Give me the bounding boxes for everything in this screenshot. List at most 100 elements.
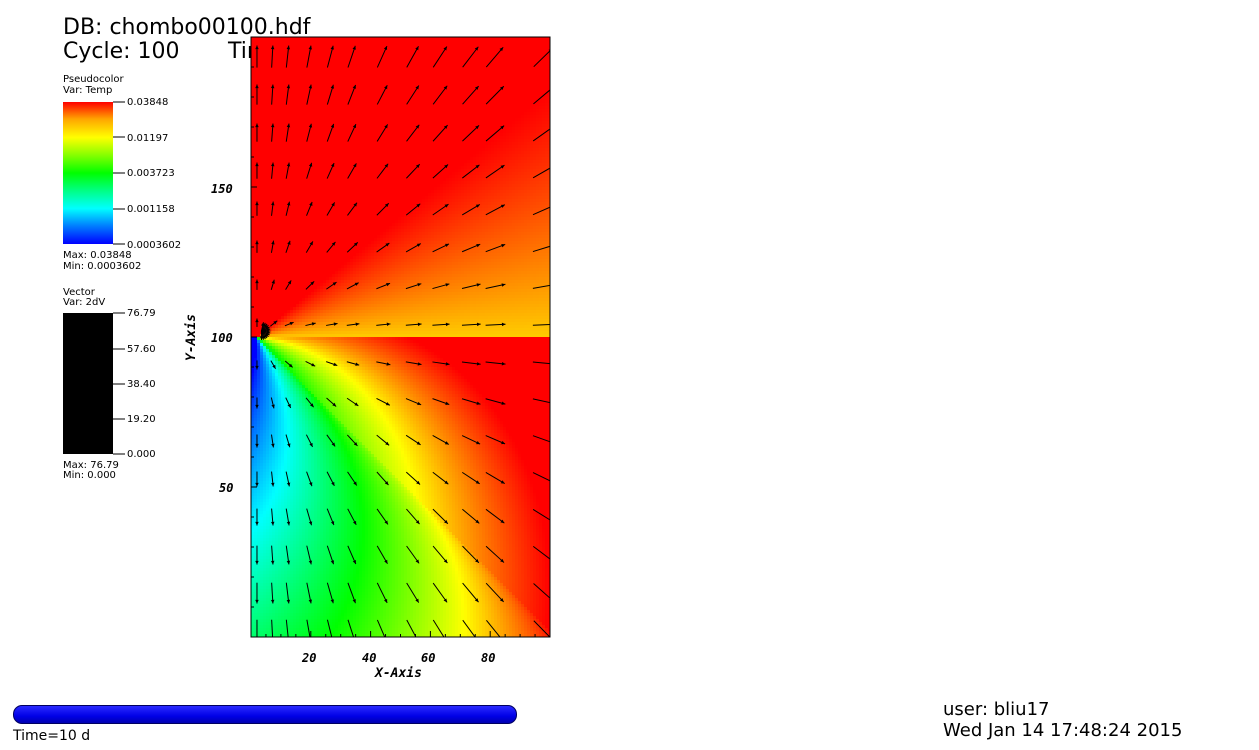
vector-arrow bbox=[326, 123, 335, 142]
pseudocolor-tick-2: 0.003723 bbox=[127, 168, 175, 179]
vector-arrow bbox=[305, 360, 316, 367]
vector-arrow bbox=[306, 123, 313, 142]
vector-arrow bbox=[326, 322, 338, 326]
vector-arrow bbox=[306, 84, 313, 105]
vector-arrow bbox=[462, 508, 480, 524]
vector-arrow bbox=[270, 434, 275, 448]
vector-arrow bbox=[305, 434, 314, 448]
vector-arrow bbox=[406, 163, 421, 179]
vector-arrow bbox=[485, 204, 506, 216]
vector-arrow bbox=[285, 45, 291, 68]
vector-arrow bbox=[485, 85, 505, 105]
vector-arrow bbox=[462, 85, 480, 105]
vector-arrow bbox=[432, 203, 449, 216]
vector-arrow bbox=[346, 242, 359, 253]
vector-arrow bbox=[346, 361, 360, 366]
vector-arrow bbox=[255, 508, 259, 526]
vector-arrow bbox=[406, 582, 420, 603]
vector-arrow bbox=[432, 508, 449, 525]
vector-arrow bbox=[485, 471, 505, 484]
vector-arrow bbox=[306, 471, 313, 487]
vector-arrow bbox=[405, 471, 421, 485]
vector-arrow bbox=[255, 318, 259, 327]
vector-arrow bbox=[305, 280, 315, 290]
vector-arrow bbox=[405, 434, 421, 446]
vector-arrow bbox=[376, 202, 390, 216]
y-tick-100: 100 bbox=[211, 331, 233, 345]
vector-arrow bbox=[432, 243, 450, 253]
vector-arrow bbox=[326, 84, 334, 105]
vector-arrow bbox=[346, 322, 360, 326]
vector-arrow bbox=[347, 471, 358, 486]
vector-arrow bbox=[347, 619, 355, 637]
pseudocolor-tick-3: 0.001158 bbox=[127, 204, 175, 215]
user-label: user: bliu17 bbox=[943, 700, 1049, 720]
vector-arrow bbox=[284, 321, 294, 327]
vector-arrow bbox=[432, 582, 448, 603]
vector-arrow bbox=[376, 242, 390, 253]
vector-arrow bbox=[406, 545, 420, 564]
vector-arrow bbox=[462, 125, 480, 142]
vector-arrow bbox=[376, 45, 388, 68]
vector-arrow bbox=[485, 398, 506, 405]
vector-arrow bbox=[306, 162, 313, 179]
vector-arrow bbox=[347, 508, 357, 526]
vector-arrow bbox=[326, 471, 335, 487]
vector-arrow bbox=[346, 434, 358, 447]
vector-arrow bbox=[376, 84, 388, 105]
vector-arrow bbox=[347, 202, 358, 216]
y-tick-150: 150 bbox=[211, 182, 233, 196]
vector-arrow bbox=[432, 124, 448, 142]
vector-arrow bbox=[306, 201, 313, 216]
vector-arrow bbox=[461, 204, 481, 216]
vector-arrow bbox=[376, 361, 391, 366]
vector-arrow bbox=[432, 322, 450, 327]
vector-arrow bbox=[255, 240, 259, 253]
vector-arrow bbox=[405, 283, 422, 290]
vector-arrow bbox=[326, 545, 335, 565]
velocity-vectors bbox=[255, 45, 550, 637]
vector-arrow bbox=[285, 123, 291, 142]
vector-arrow bbox=[285, 434, 291, 448]
vector-arrow bbox=[270, 279, 275, 290]
vector-arrow bbox=[285, 162, 291, 179]
vector-arrow bbox=[347, 123, 357, 142]
pseudocolor-legend-var: Var: Temp bbox=[63, 85, 112, 96]
vector-arrow bbox=[284, 360, 293, 368]
vector-arrow bbox=[532, 361, 550, 365]
vector-arrow bbox=[326, 434, 336, 447]
vector-arrow bbox=[432, 283, 450, 290]
vector-arrow bbox=[461, 283, 481, 289]
pseudocolor-colorbar bbox=[63, 102, 113, 244]
vector-arrow bbox=[255, 45, 259, 68]
vector-arrow bbox=[461, 243, 481, 253]
vector-arrow bbox=[285, 545, 291, 565]
vector-arrow bbox=[532, 509, 550, 521]
vector-min: Min: 0.000 bbox=[63, 470, 116, 481]
vector-arrow bbox=[326, 508, 335, 526]
vector-arrow bbox=[485, 361, 506, 366]
x-tick-80: 80 bbox=[481, 651, 495, 665]
time-slider[interactable] bbox=[13, 705, 517, 724]
vector-arrow bbox=[432, 164, 449, 179]
vector-arrow bbox=[432, 545, 448, 564]
vector-arrow bbox=[285, 619, 289, 637]
x-tick-60: 60 bbox=[421, 651, 435, 665]
vector-arrow bbox=[432, 361, 450, 366]
time-slider-label: Time=10 d bbox=[13, 728, 90, 744]
vector-arrow bbox=[255, 123, 259, 142]
vector-tick-3: 19.20 bbox=[127, 414, 156, 425]
vector-arrow bbox=[256, 619, 258, 637]
vector-arrow bbox=[376, 124, 389, 142]
vector-arrow bbox=[305, 322, 316, 327]
vector-arrow bbox=[306, 545, 313, 565]
vector-arrow bbox=[255, 360, 259, 370]
vector-arrow bbox=[432, 471, 449, 485]
vector-arrow bbox=[271, 508, 275, 526]
vector-arrow bbox=[326, 202, 336, 216]
temperature-heatmap bbox=[251, 37, 550, 637]
vector-arrow bbox=[406, 508, 420, 525]
cycle-label: Cycle: 100 bbox=[63, 41, 180, 63]
